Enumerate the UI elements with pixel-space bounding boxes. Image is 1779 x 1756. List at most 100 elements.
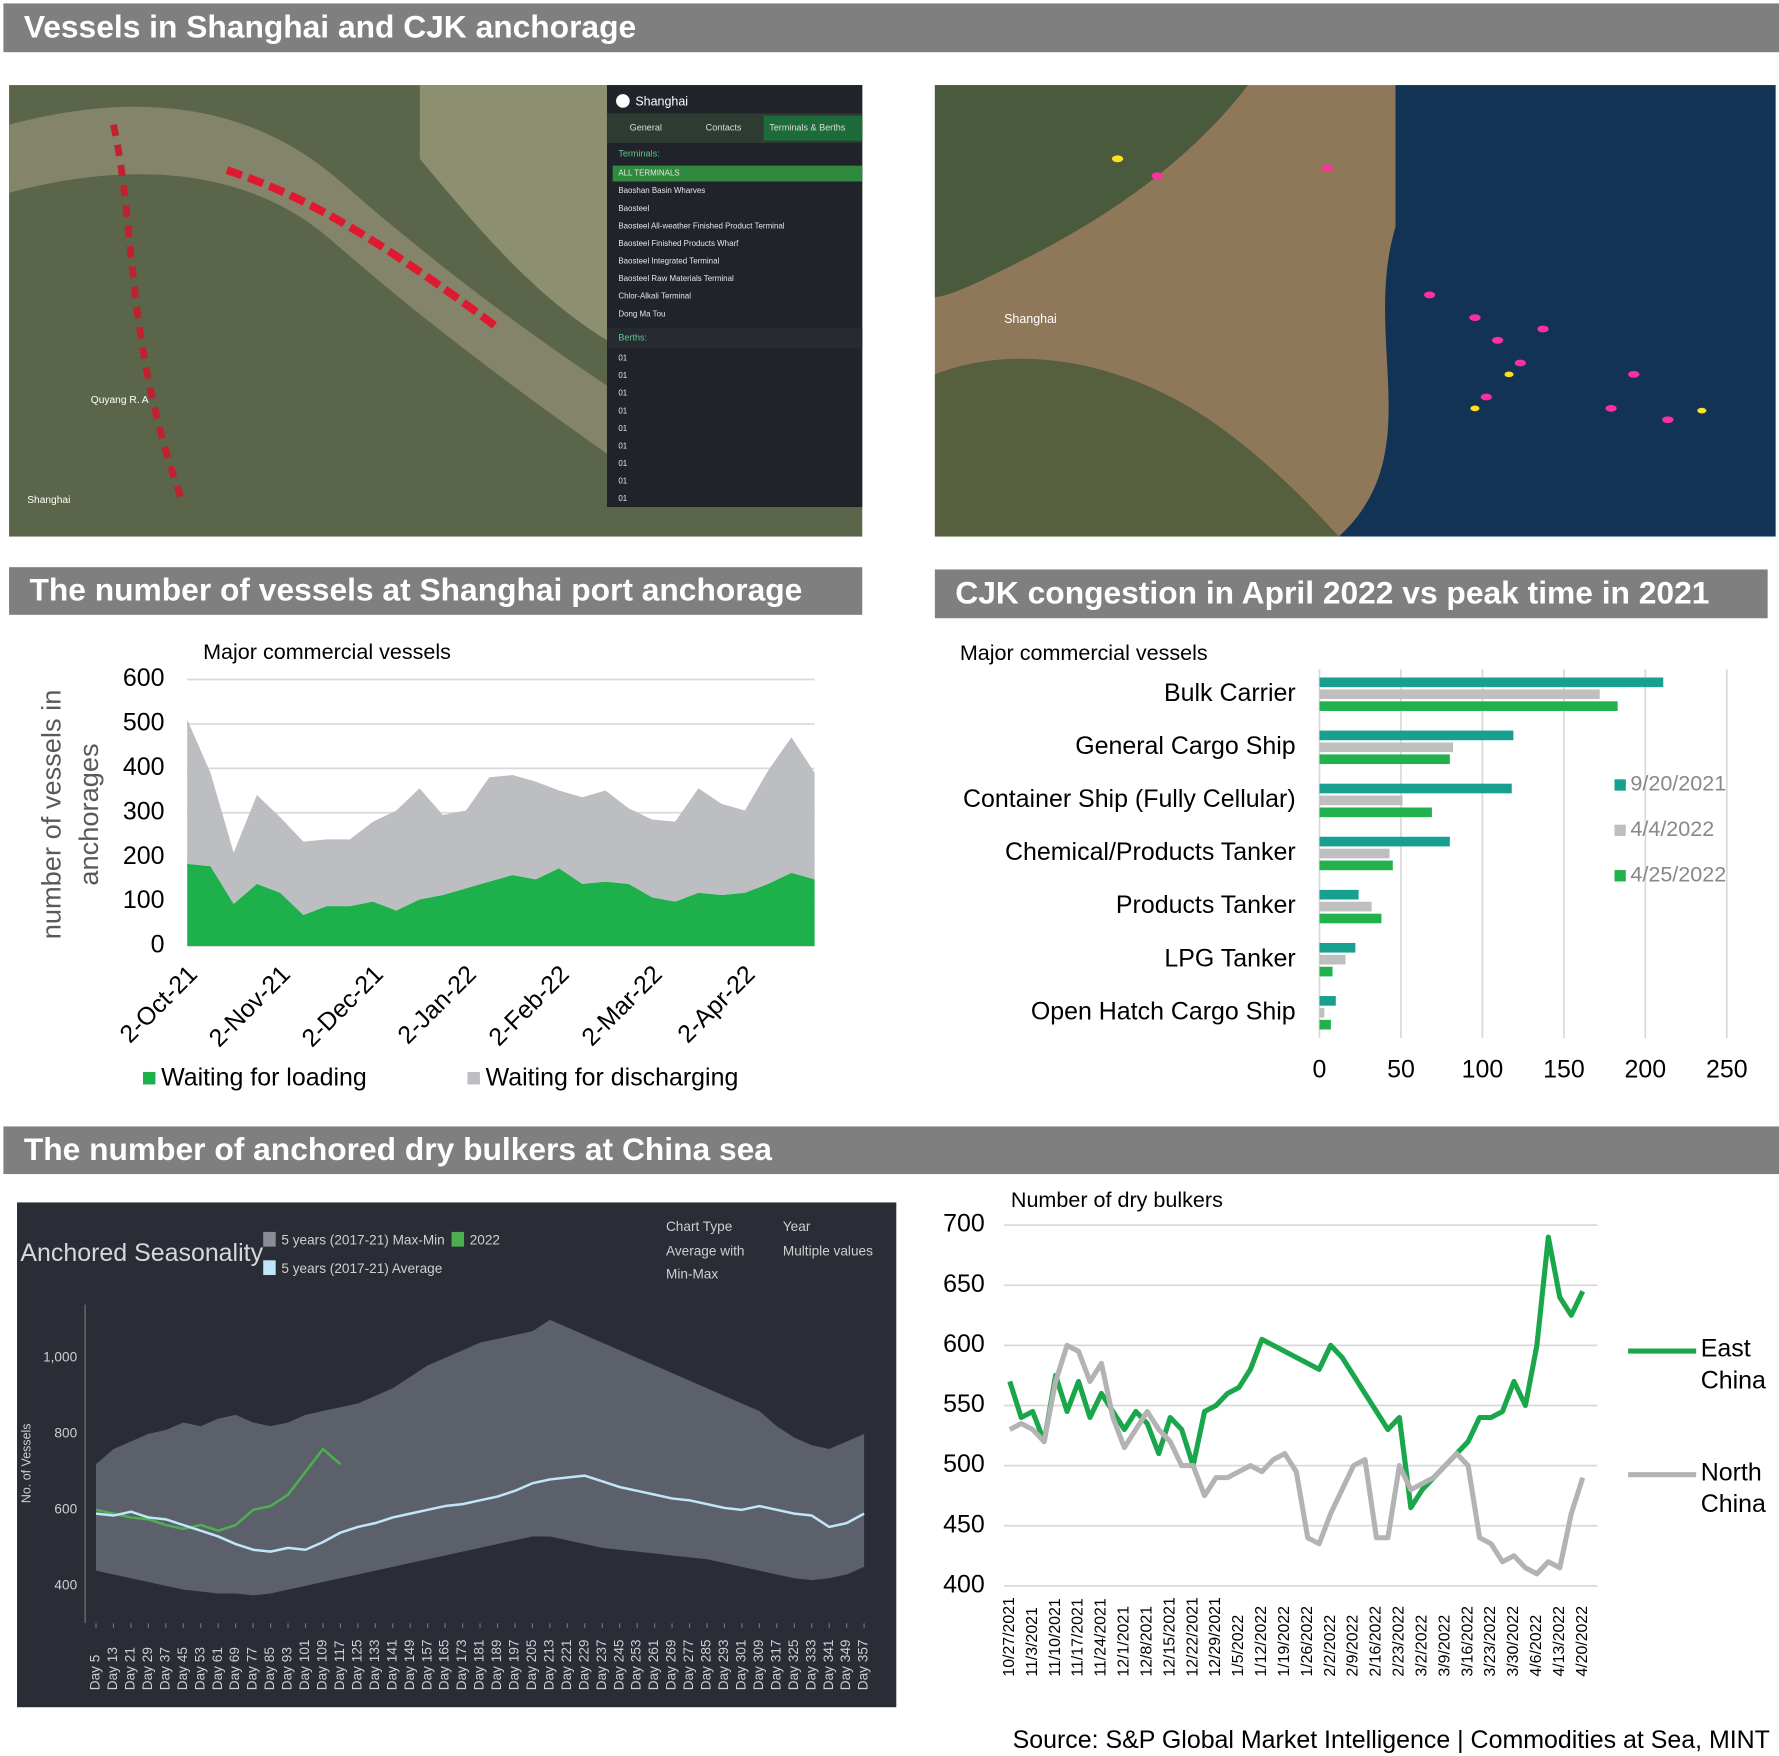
x-tick-label: 11/17/2021 bbox=[1070, 1598, 1087, 1676]
x-tick-label: Day 349 bbox=[838, 1640, 853, 1691]
x-tick-label: 2-Mar-22 bbox=[576, 960, 667, 1051]
x-tick-label: Day 29 bbox=[140, 1647, 155, 1690]
y-tick-label: 500 bbox=[123, 709, 165, 737]
x-tick-label: 2-Apr-22 bbox=[672, 960, 760, 1048]
chart-subtitle: Number of dry bulkers bbox=[1011, 1187, 1223, 1212]
x-tick-label: Day 45 bbox=[175, 1647, 190, 1690]
x-tick-label: Day 325 bbox=[786, 1640, 801, 1691]
banner-title: Vessels in Shanghai and CJK anchorage bbox=[24, 8, 636, 44]
panel-title: Shanghai bbox=[635, 94, 688, 108]
series-line bbox=[1007, 1234, 1586, 1511]
map-label: Shanghai bbox=[1004, 312, 1057, 326]
x-tick-label: Day 269 bbox=[664, 1640, 679, 1691]
y-tick-label: 450 bbox=[943, 1510, 985, 1538]
control-label: Year bbox=[783, 1219, 811, 1234]
land-south bbox=[934, 358, 1339, 537]
x-tick-label: Day 85 bbox=[262, 1647, 277, 1690]
x-tick-label: Day 69 bbox=[227, 1647, 242, 1690]
x-tick-label: Day 261 bbox=[646, 1640, 661, 1691]
panel-label: Berths: bbox=[618, 332, 647, 342]
banner-title: The number of anchored dry bulkers at Ch… bbox=[24, 1131, 772, 1167]
legend-label: 4/4/2022 bbox=[1630, 816, 1714, 841]
series-line bbox=[1008, 1342, 1586, 1577]
bar bbox=[1319, 901, 1372, 912]
x-tick-label: Day 117 bbox=[332, 1641, 347, 1691]
port-icon bbox=[616, 94, 630, 108]
y-axis-label: No. of Vessels bbox=[20, 1423, 34, 1503]
banner bbox=[3, 1126, 1779, 1175]
banner bbox=[3, 3, 1779, 53]
source: Source: S&P Global Market Intelligence |… bbox=[1013, 1726, 1770, 1754]
y-tick-label: 400 bbox=[123, 753, 165, 781]
category-label: General Cargo Ship bbox=[1075, 732, 1295, 760]
x-tick-label: 2/16/2022 bbox=[1368, 1606, 1385, 1677]
x-tick-label: 4/20/2022 bbox=[1574, 1606, 1591, 1677]
x-tick-label: Day 125 bbox=[349, 1640, 364, 1691]
y-tick-label: 300 bbox=[123, 797, 165, 825]
x-tick-label: 2-Oct-21 bbox=[115, 960, 203, 1048]
y-tick-label: 400 bbox=[54, 1577, 77, 1592]
berth-item: 01 bbox=[618, 406, 627, 415]
x-tick-label: Day 197 bbox=[507, 1640, 522, 1691]
legend-label: 5 years (2017-21) Average bbox=[281, 1261, 442, 1276]
legend-label: North China bbox=[1700, 1457, 1766, 1518]
x-tick-label: Day 253 bbox=[629, 1640, 644, 1691]
terminal-item: Baosteel Finished Products Wharf bbox=[618, 239, 739, 248]
vessel-cluster bbox=[110, 124, 185, 501]
land-north bbox=[934, 85, 1249, 298]
x-tick-label: Day 277 bbox=[681, 1640, 696, 1691]
bar bbox=[1319, 942, 1356, 953]
y-tick-label: 200 bbox=[123, 842, 165, 870]
x-tick-label: Day 309 bbox=[751, 1640, 766, 1691]
berth-item: 01 bbox=[618, 354, 627, 363]
legend-label: 4/25/2022 bbox=[1630, 861, 1726, 886]
y-axis-label: anchorages bbox=[73, 743, 104, 885]
bar bbox=[1319, 689, 1600, 700]
legend-swatch bbox=[1614, 870, 1626, 882]
x-tick-label: 2-Jan-22 bbox=[392, 960, 481, 1049]
series-line bbox=[95, 1447, 342, 1532]
terminal-item: ALL TERMINALS bbox=[618, 169, 679, 178]
area bbox=[187, 719, 815, 915]
y-tick-label: 700 bbox=[943, 1210, 985, 1238]
bar bbox=[1319, 807, 1432, 818]
bar bbox=[1319, 677, 1664, 688]
y-tick-label: 800 bbox=[54, 1425, 77, 1440]
panel-tab: Contacts bbox=[706, 123, 742, 133]
control-value-box: Multiple values bbox=[783, 1243, 873, 1259]
bar bbox=[1319, 1019, 1331, 1030]
legend-swatch bbox=[1614, 824, 1626, 837]
berth-item: 01 bbox=[618, 477, 627, 486]
x-tick-label: 2/23/2022 bbox=[1391, 1606, 1408, 1677]
banner-title: CJK congestion in April 2022 vs peak tim… bbox=[955, 574, 1709, 610]
info-panel bbox=[606, 85, 863, 508]
x-tick-label: Day 317 bbox=[768, 1640, 783, 1691]
bar bbox=[1319, 996, 1336, 1006]
bar bbox=[1319, 742, 1454, 753]
bar bbox=[1319, 754, 1450, 765]
cjk-map bbox=[934, 85, 1776, 537]
x-tick-label: 2/2/2022 bbox=[1322, 1615, 1339, 1677]
legend-swatch bbox=[142, 1071, 156, 1085]
x-tick-label: Day 189 bbox=[489, 1640, 504, 1691]
x-tick-label: Day 21 bbox=[123, 1647, 138, 1690]
x-tick-label: Day 13 bbox=[105, 1647, 120, 1690]
y-tick-label: 400 bbox=[943, 1570, 985, 1598]
x-tick-label: 150 bbox=[1543, 1055, 1585, 1083]
legend-swatch bbox=[263, 1260, 276, 1276]
x-tick-label: Day 37 bbox=[157, 1647, 172, 1690]
area bbox=[187, 863, 815, 947]
bar bbox=[1319, 889, 1359, 900]
y-tick-label: 0 bbox=[151, 931, 165, 959]
vessel-cluster bbox=[1111, 155, 1707, 414]
bar bbox=[1319, 795, 1403, 806]
control-value-box: Average with Min-Max bbox=[666, 1243, 744, 1282]
berth-item: 01 bbox=[618, 459, 627, 468]
legend-label-box: East China bbox=[1701, 1334, 1766, 1394]
x-tick-label: 11/10/2021 bbox=[1047, 1598, 1064, 1676]
y-tick-label: 500 bbox=[943, 1450, 985, 1478]
x-tick-label: 1/5/2022 bbox=[1230, 1615, 1247, 1677]
berth-item: 01 bbox=[618, 371, 627, 380]
y-tick-label: 550 bbox=[943, 1390, 985, 1418]
